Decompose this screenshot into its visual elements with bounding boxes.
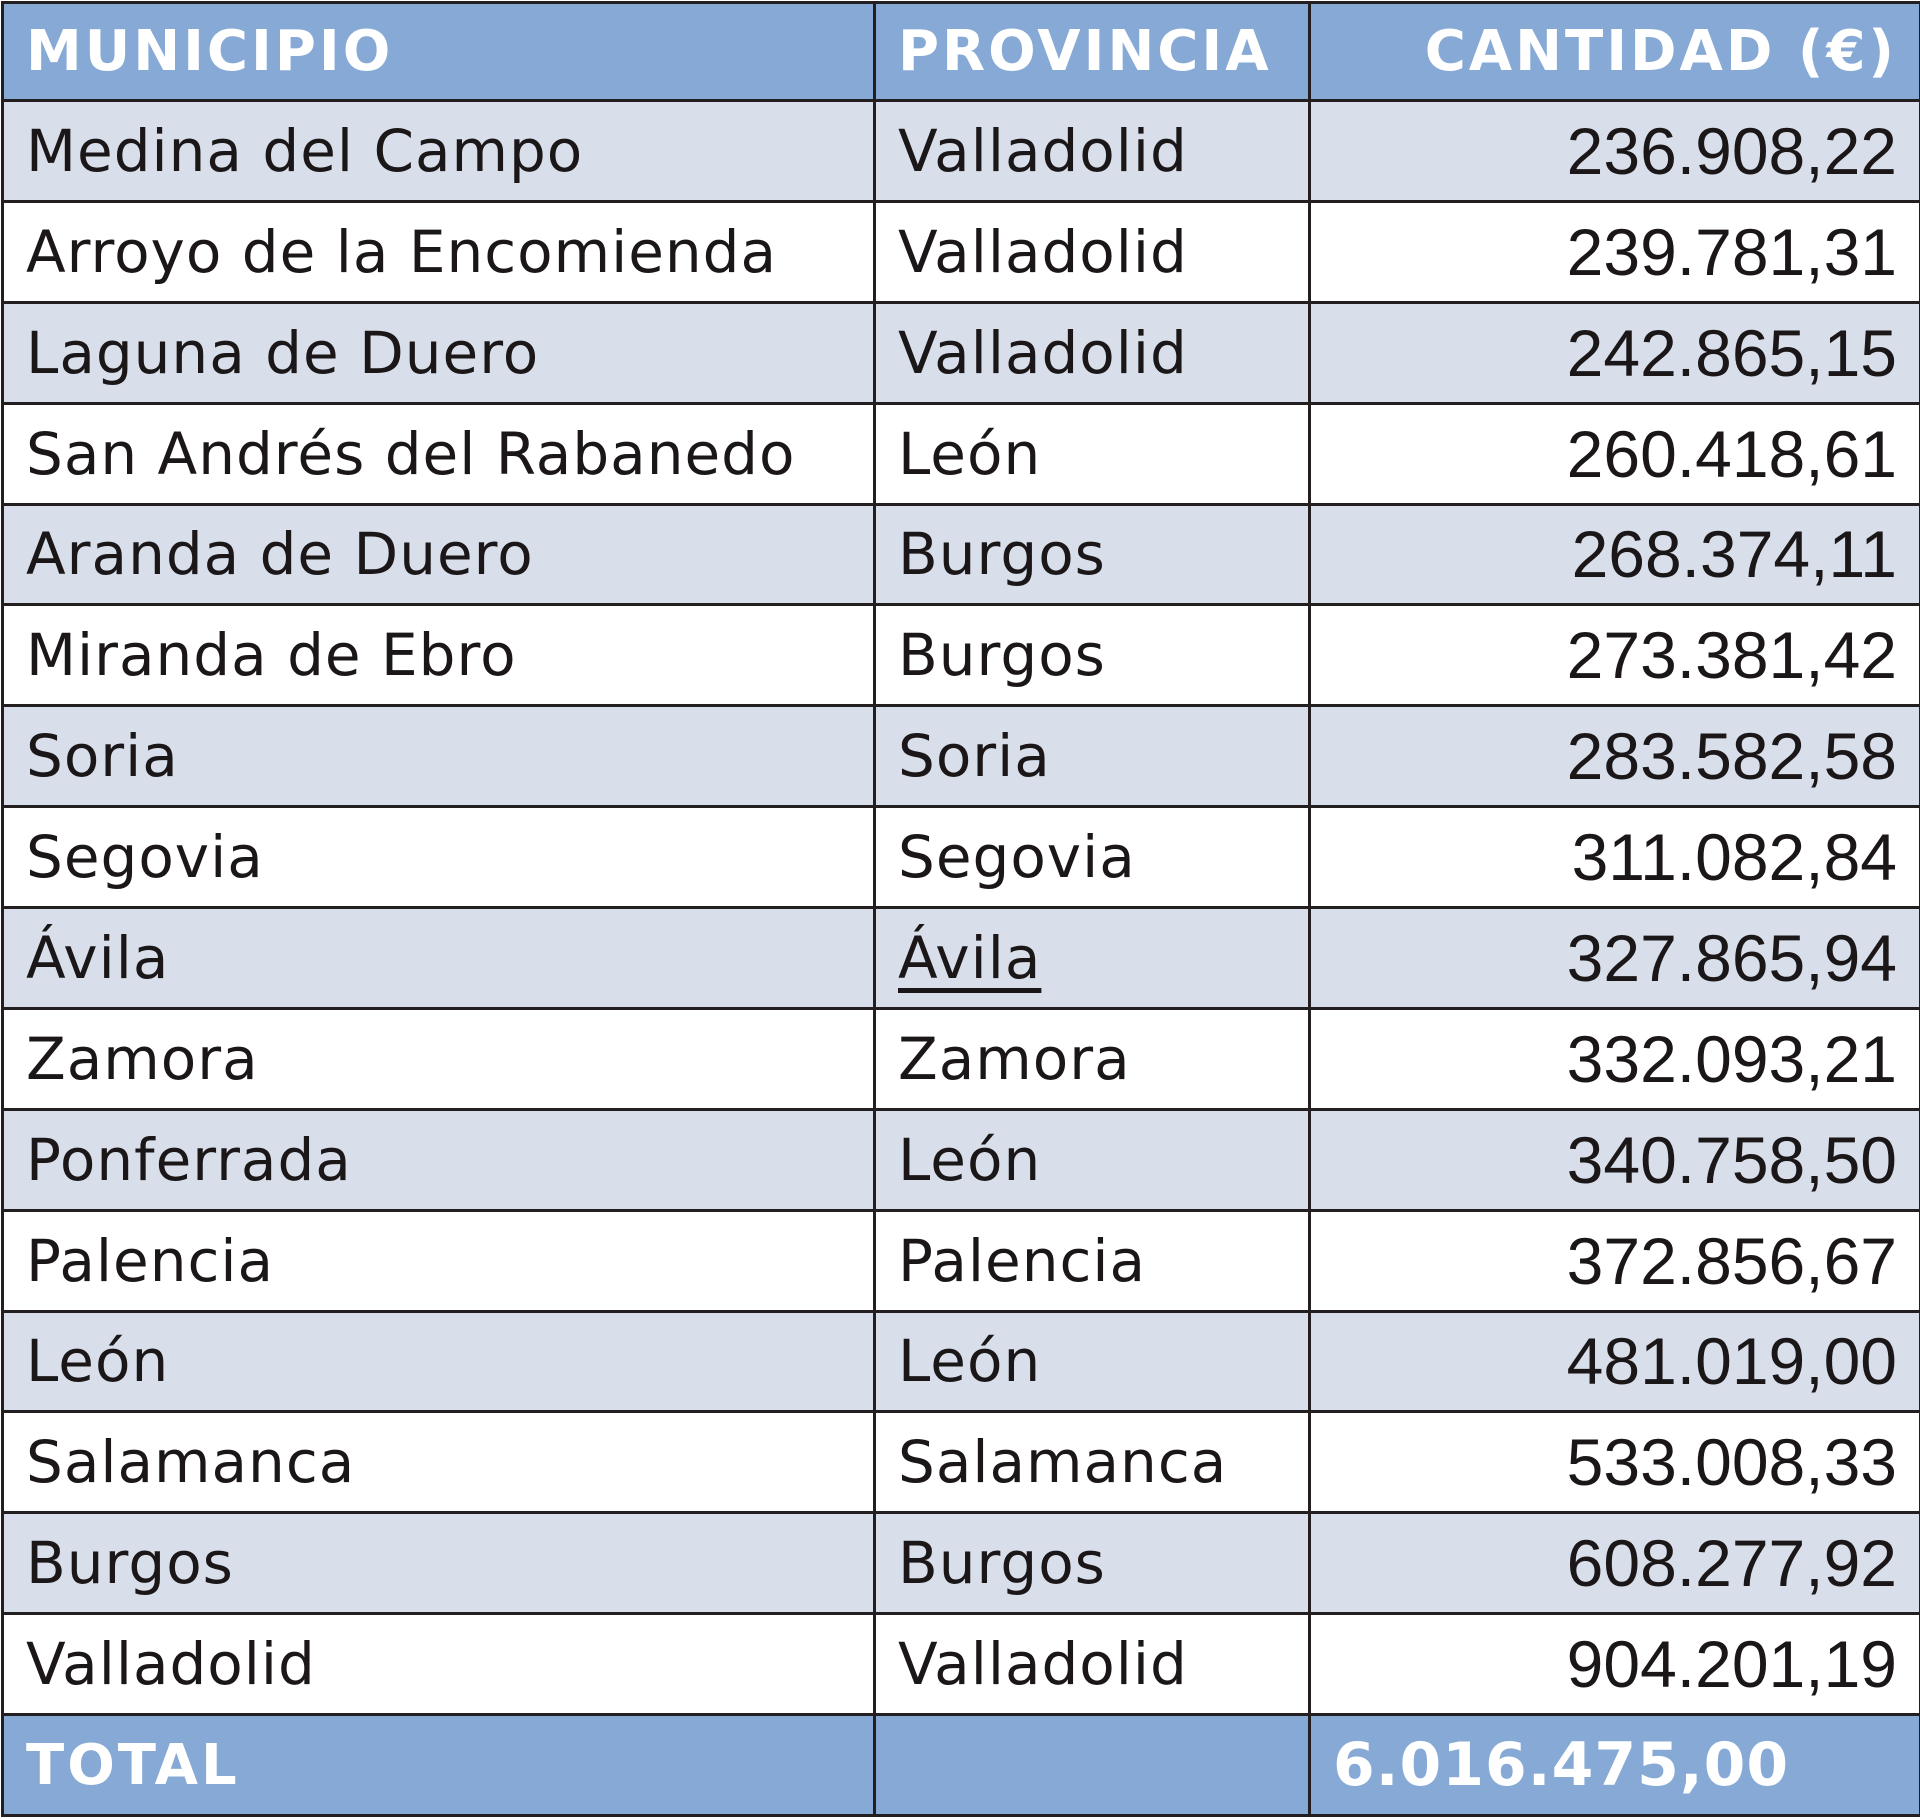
cell-cantidad: 242.865,15 [1310,302,1920,403]
cell-provincia: Segovia [875,807,1310,908]
table-row: Palencia Palencia 372.856,67 [3,1210,1920,1311]
table-row: Laguna de Duero Valladolid 242.865,15 [3,302,1920,403]
cell-cantidad: 533.008,33 [1310,1412,1920,1513]
cell-cantidad: 327.865,94 [1310,908,1920,1009]
cell-municipio: Aranda de Duero [3,504,875,605]
table-row: Segovia Segovia 311.082,84 [3,807,1920,908]
table-row: Soria Soria 283.582,58 [3,706,1920,807]
header-cantidad: CANTIDAD (€) [1310,3,1920,101]
table-row: Miranda de Ebro Burgos 273.381,42 [3,605,1920,706]
total-label: TOTAL [3,1715,875,1816]
cell-cantidad: 260.418,61 [1310,403,1920,504]
cell-provincia: Ávila [875,908,1310,1009]
cell-municipio: Medina del Campo [3,101,875,202]
cell-municipio: Laguna de Duero [3,302,875,403]
table-row: Ávila Ávila 327.865,94 [3,908,1920,1009]
cell-cantidad: 239.781,31 [1310,201,1920,302]
cell-provincia: Palencia [875,1210,1310,1311]
cell-municipio: Burgos [3,1513,875,1614]
cell-provincia: León [875,1109,1310,1210]
cell-cantidad: 311.082,84 [1310,807,1920,908]
header-provincia: PROVINCIA [875,3,1310,101]
underlined-provincia: Ávila [898,924,1041,992]
cell-municipio: Soria [3,706,875,807]
cell-cantidad: 340.758,50 [1310,1109,1920,1210]
cell-provincia: Zamora [875,1008,1310,1109]
cell-provincia: León [875,403,1310,504]
cell-municipio: Miranda de Ebro [3,605,875,706]
cell-provincia: León [875,1311,1310,1412]
cell-municipio: Palencia [3,1210,875,1311]
cell-cantidad: 283.582,58 [1310,706,1920,807]
cell-cantidad: 332.093,21 [1310,1008,1920,1109]
total-provincia [875,1715,1310,1816]
table-row: León León 481.019,00 [3,1311,1920,1412]
cell-cantidad: 481.019,00 [1310,1311,1920,1412]
cell-cantidad: 372.856,67 [1310,1210,1920,1311]
cell-provincia: Valladolid [875,201,1310,302]
cell-provincia: Salamanca [875,1412,1310,1513]
cell-provincia: Valladolid [875,101,1310,202]
table-row: Burgos Burgos 608.277,92 [3,1513,1920,1614]
cell-provincia: Burgos [875,504,1310,605]
header-municipio: MUNICIPIO [3,3,875,101]
header-row: MUNICIPIO PROVINCIA CANTIDAD (€) [3,3,1920,101]
cell-municipio: San Andrés del Rabanedo [3,403,875,504]
cell-provincia: Burgos [875,1513,1310,1614]
cell-municipio: Valladolid [3,1614,875,1715]
table-row: Arroyo de la Encomienda Valladolid 239.7… [3,201,1920,302]
cell-cantidad: 268.374,11 [1310,504,1920,605]
table-row: San Andrés del Rabanedo León 260.418,61 [3,403,1920,504]
cell-provincia: Soria [875,706,1310,807]
cell-cantidad: 236.908,22 [1310,101,1920,202]
cell-municipio: Arroyo de la Encomienda [3,201,875,302]
cell-cantidad: 608.277,92 [1310,1513,1920,1614]
table-row: Medina del Campo Valladolid 236.908,22 [3,101,1920,202]
cell-municipio: Zamora [3,1008,875,1109]
table-row: Zamora Zamora 332.093,21 [3,1008,1920,1109]
table-row: Salamanca Salamanca 533.008,33 [3,1412,1920,1513]
cell-municipio: Ponferrada [3,1109,875,1210]
cell-cantidad: 904.201,19 [1310,1614,1920,1715]
cell-municipio: Segovia [3,807,875,908]
cell-municipio: León [3,1311,875,1412]
total-cantidad: 6.016.475,00 [1310,1715,1920,1816]
cell-municipio: Salamanca [3,1412,875,1513]
cell-municipio: Ávila [3,908,875,1009]
table-row: Ponferrada León 340.758,50 [3,1109,1920,1210]
cell-provincia: Valladolid [875,302,1310,403]
cell-provincia: Burgos [875,605,1310,706]
table-row: Aranda de Duero Burgos 268.374,11 [3,504,1920,605]
cell-cantidad: 273.381,42 [1310,605,1920,706]
cell-provincia: Valladolid [875,1614,1310,1715]
total-row: TOTAL 6.016.475,00 [3,1715,1920,1816]
table-row: Valladolid Valladolid 904.201,19 [3,1614,1920,1715]
